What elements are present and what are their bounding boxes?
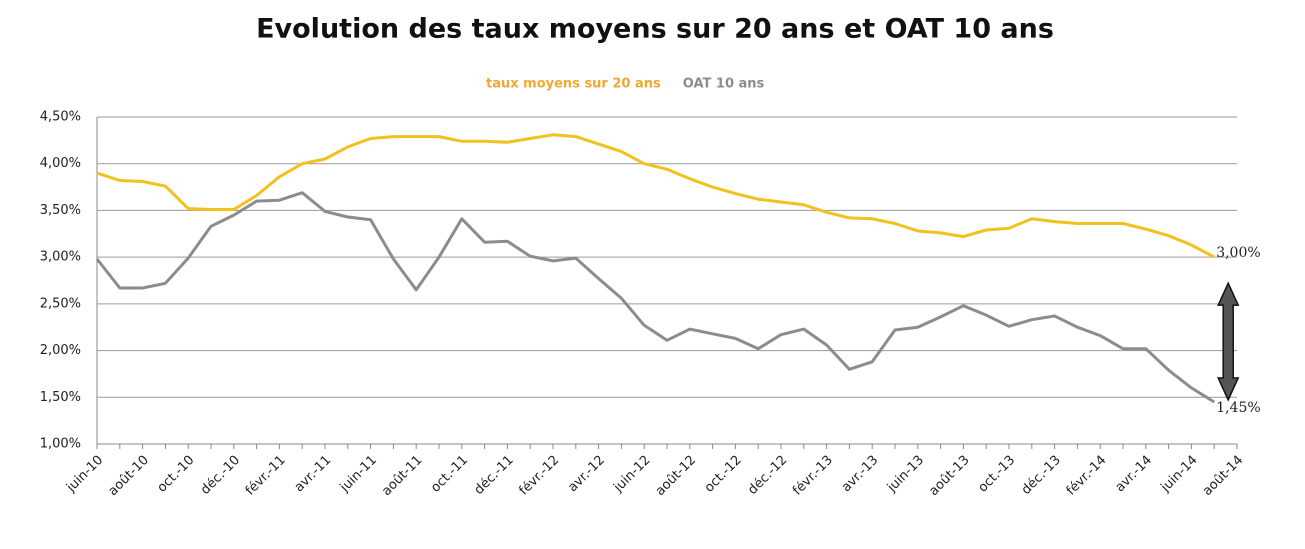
legend-entry: taux moyens sur 20 ans [486, 77, 661, 92]
x-tick-label: déc.-10 [198, 453, 243, 498]
x-tick-label: août-10 [106, 453, 152, 499]
y-tick-label: 3,00% [40, 250, 81, 265]
x-tick-label: févr.-13 [790, 453, 836, 499]
x-tick-label: avr.-11 [292, 453, 335, 496]
x-tick-label: déc.-11 [472, 453, 517, 498]
data-label: 1,45% [1216, 400, 1260, 416]
legend-entry: OAT 10 ans [683, 77, 765, 92]
x-tick-label: avr.-12 [565, 453, 608, 496]
y-tick-label: 2,50% [40, 296, 81, 311]
x-tick-label: août-13 [926, 453, 972, 499]
x-tick-label: déc.-13 [1019, 453, 1064, 498]
y-tick-label: 1,50% [40, 390, 81, 405]
x-tick-label: févr.-12 [516, 453, 562, 499]
x-tick-label: avr.-13 [839, 453, 882, 496]
data-label: 3,00% [1216, 245, 1260, 261]
y-tick-label: 2,00% [40, 343, 81, 358]
x-tick-label: avr.-14 [1113, 453, 1156, 496]
y-tick-label: 3,50% [40, 203, 81, 218]
x-tick-label: août-14 [1200, 453, 1246, 499]
y-tick-label: 4,50% [40, 110, 81, 125]
x-tick-label: juin-14 [1158, 453, 1201, 496]
x-tick-label: août-11 [379, 453, 425, 499]
x-tick-label: juin-12 [610, 453, 653, 496]
y-tick-label: 4,00% [40, 156, 81, 171]
chart-title: Evolution des taux moyens sur 20 ans et … [256, 14, 1054, 45]
x-tick-label: févr.-11 [243, 453, 289, 499]
x-tick-label: déc.-12 [745, 453, 790, 498]
x-tick-label: oct.-10 [155, 453, 198, 496]
x-tick-label: oct.-12 [702, 453, 745, 496]
x-tick-label: juin-10 [63, 453, 106, 496]
x-tick-label: oct.-11 [428, 453, 471, 496]
x-tick-label: juin-11 [337, 453, 380, 496]
x-tick-label: juin-13 [884, 453, 927, 496]
series-line [96, 133, 1215, 259]
annotation-arrow [1217, 281, 1240, 402]
x-tick-label: oct.-13 [975, 453, 1018, 496]
y-tick-label: 1,00% [40, 437, 81, 452]
x-tick-label: févr.-14 [1064, 453, 1110, 499]
series-line [95, 191, 1215, 404]
x-tick-label: août-12 [653, 453, 699, 499]
